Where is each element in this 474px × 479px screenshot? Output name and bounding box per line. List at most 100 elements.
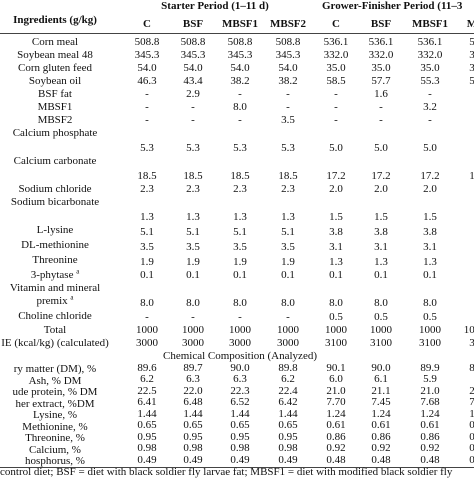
analysis-value: 90.0 [230,361,250,374]
analysis-label: ry matter (DM), % [0,363,110,376]
label-text: Soybean oil [28,75,82,87]
ingredient-label: Threonine [0,254,110,267]
ingredient-value: - [145,101,149,113]
section-title: Chemical Composition (Analyzed) [163,350,317,362]
ingredient-value: 5 [469,75,474,87]
ingredient-value: 3.5 [233,241,247,253]
ingredient-value: 345.3 [180,49,206,61]
analysis-value: 89.8 [278,361,298,374]
ingredient-label: MBSF2 [0,114,110,127]
analysis-value: 0.98 [230,442,250,454]
ingredient-value: - [334,114,338,126]
ingredient-value: 3 [469,62,474,74]
column-header: BSF [182,18,204,30]
analysis-value: 0.95 [230,430,250,443]
analysis-value: 6.41 [137,396,157,408]
ingredient-value: 5.0 [329,142,343,154]
label-text: Ash, % DM [28,374,82,387]
analysis-value: 0.49 [230,453,250,466]
analysis-value: 0 [469,442,474,454]
ingredient-value: 43.4 [183,75,203,87]
ingredient-value: 1000 [419,324,441,336]
analysis-value: 0.95 [183,430,203,443]
ingredient-value: 0.1 [281,269,295,281]
analysis-value: 7.68 [420,396,440,408]
ingredient-value: 536.1 [323,36,349,48]
label-text: BSF fat [38,88,72,100]
ingredient-value: 3100 [325,337,347,349]
ingredient-label: Calcium carbonate [0,155,110,168]
analysis-value: 1.24 [420,407,440,420]
ingredient-value: 3100 [419,337,441,349]
analysis-value: 21.1 [371,384,391,397]
analysis-value: 0.49 [278,453,298,466]
ingredient-value: 54.0 [230,62,250,74]
ingredient-value: 18.5 [137,170,157,182]
label-text: Soybean meal 48 [17,49,93,61]
analysis-value: 0.98 [278,442,298,454]
analysis-value: 21.0 [420,384,440,397]
ingredient-value: 536.1 [368,36,394,48]
analysis-value: 0.95 [278,430,298,443]
analysis-value: 0.65 [183,419,203,431]
ingredient-value: 3.5 [186,241,200,253]
ingredient-value: 5.1 [281,226,295,238]
ingredient-label: 3-phytase a [0,268,110,282]
ingredient-value: 0.1 [423,269,437,281]
footnote: control diet; BSF = diet with black sold… [0,466,453,478]
ingredient-value: 1.3 [281,211,295,223]
ingredient-value: 38.2 [230,75,250,87]
analysis-label: Lysine, % [0,409,110,422]
ingredient-label: DL-methionine [0,239,110,252]
ingredient-value: 5 [469,36,474,48]
analysis-value: 6.3 [233,373,247,385]
analysis-value: 0.49 [137,453,157,466]
ingredient-label: Soybean meal 48 [0,49,110,62]
analysis-value: 0.86 [326,430,346,443]
analysis-value: 0.65 [230,419,250,431]
analysis-value: 0.86 [371,430,391,443]
analysis-value: 90.0 [371,361,391,374]
ingredient-value: 1.9 [233,256,247,268]
ingredient-value: 3.2 [423,101,437,113]
ingredient-value: 0.1 [329,269,343,281]
label-text: Total [43,324,67,336]
ingredient-value: 54.0 [278,62,298,74]
ingredient-value: - [379,101,383,113]
ingredient-value: 0.5 [329,311,343,323]
column-header: C [143,18,151,30]
ingredient-value: 3100 [370,337,392,349]
analysis-value: 7 [469,396,474,408]
ingredient-value: 3.1 [423,241,437,253]
ingredient-value: 2.3 [186,183,200,195]
analysis-value: 89.9 [420,361,440,374]
ingredient-value: 3.8 [329,226,343,238]
label-text: her extract, %DM [15,397,95,410]
analysis-value: 0.49 [183,453,203,466]
label-text: MBSF1 [37,101,73,113]
column-header: MBSF2 [269,18,307,30]
ingredient-value: 58.5 [326,75,346,87]
ingredient-value: 1000 [370,324,392,336]
analysis-value: 0.65 [278,419,298,431]
analysis-value: 0.48 [371,453,391,466]
ingredient-value: 5.1 [233,226,247,238]
ingredient-value: 1.3 [233,211,247,223]
ingredient-value: 3000 [277,337,299,349]
ingredient-value: 54.0 [137,62,157,74]
analysis-value: 0 [469,430,474,443]
analysis-value: 0.48 [326,453,346,466]
analysis-value: 21.0 [326,384,346,397]
label-text: ry matter (DM), % [13,363,97,375]
ingredient-value: 2.9 [186,88,200,100]
analysis-value: 1.44 [183,407,203,420]
label-text: 3-phytase [30,269,74,281]
ingredient-value: 35.0 [420,62,440,74]
ingredient-value: 1.5 [329,211,343,223]
ingredient-value: 35.0 [326,62,346,74]
ingredient-value: 8.0 [374,297,388,309]
label-text: Sodium bicarbonate [10,196,100,208]
analysis-value: 0.61 [326,419,346,431]
ingredient-value: 1.5 [423,211,437,223]
ingredient-label: L-lysine [0,224,110,237]
